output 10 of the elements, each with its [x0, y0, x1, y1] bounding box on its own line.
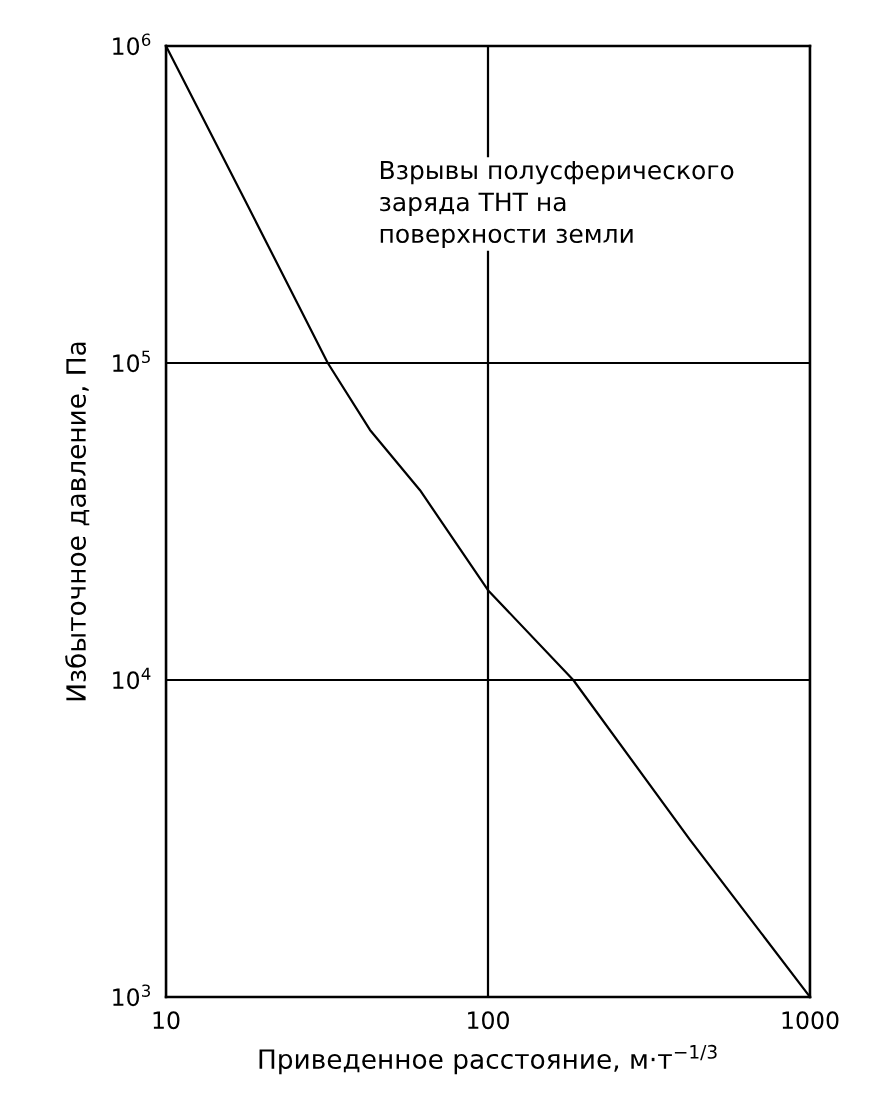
x-axis-title: Приведенное расстояние, м·т$^{−1/3}$ — [259, 1044, 717, 1075]
x-tick-label: 10 — [153, 1011, 180, 1030]
annotation: Взрывы полусферического заряда ТНТ на поверхности земли — [380, 160, 734, 248]
y-tick-label: 10$^{6}$ — [113, 33, 151, 56]
y-tick-label: 10$^{4}$ — [113, 667, 151, 690]
y-axis-title: Избыточное давление, Па — [65, 342, 90, 701]
x-tick-label: 1000 — [782, 1011, 839, 1030]
y-tick-label: 10$^{5}$ — [113, 350, 150, 373]
y-tick-label: 10$^{3}$ — [113, 984, 151, 1007]
x-tick-label: 100 — [468, 1011, 509, 1030]
